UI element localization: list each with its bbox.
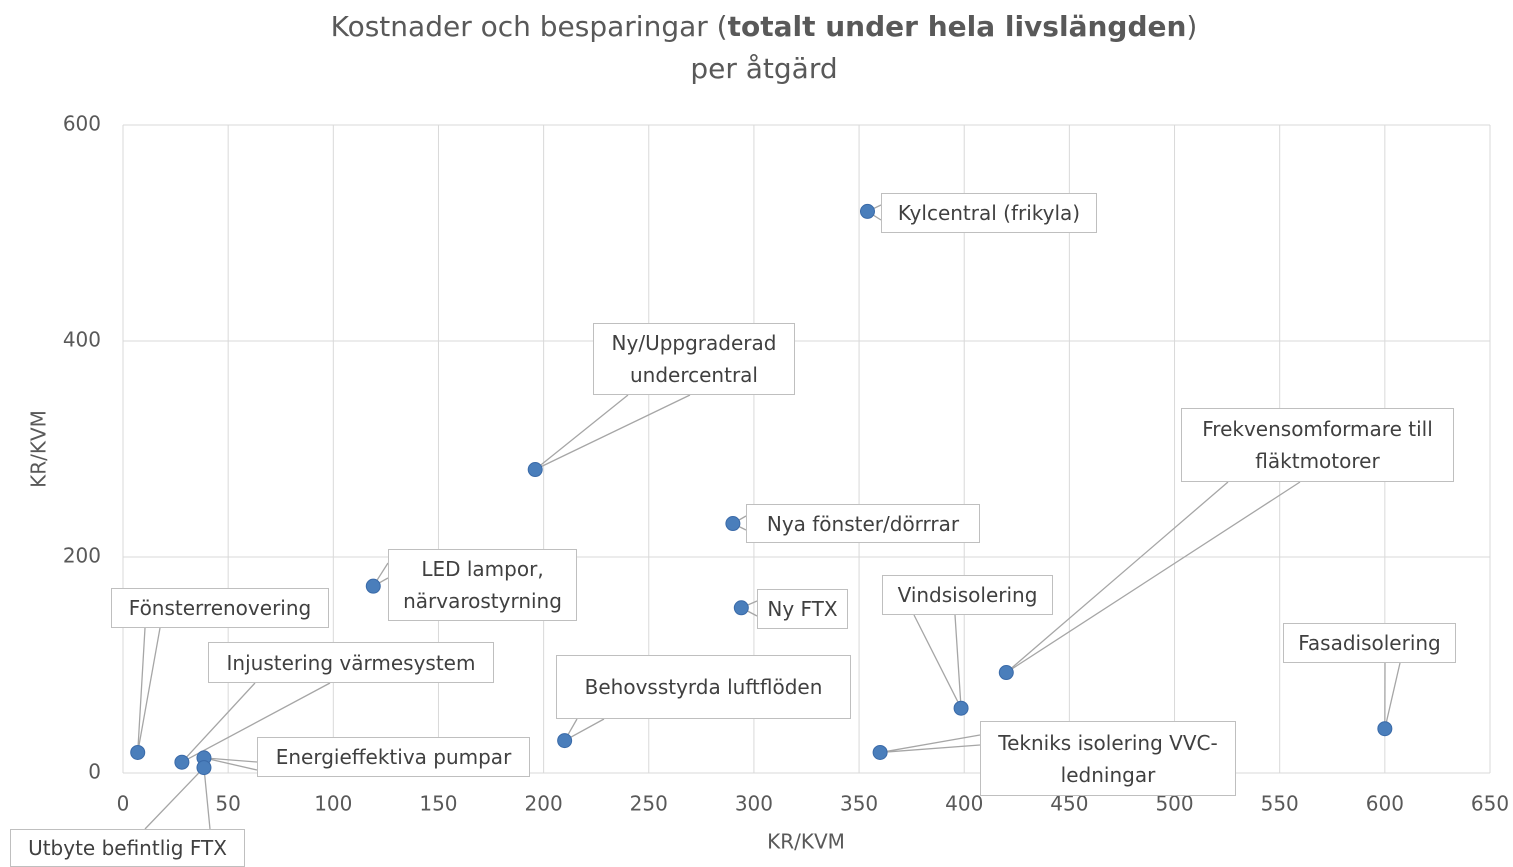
point (174, 754, 190, 770)
x-tick-label: 550 (1261, 792, 1299, 816)
data-label: Ny FTX (757, 589, 848, 629)
point (1377, 721, 1393, 737)
point (196, 760, 212, 776)
point (953, 700, 969, 716)
point (557, 733, 573, 749)
x-tick-label: 150 (419, 792, 457, 816)
data-label: Injustering värmesystem (208, 642, 494, 683)
x-axis-title: KR/KVM (767, 830, 845, 854)
data-label: Utbyte befintlig FTX (10, 829, 245, 867)
point (365, 578, 381, 594)
x-tick-label: 300 (735, 792, 773, 816)
x-tick-label: 100 (314, 792, 352, 816)
title-part: Kostnader och besparingar ( (331, 10, 728, 43)
data-label: Fasadisolering (1283, 623, 1456, 663)
y-tick-label: 200 (63, 544, 101, 568)
leader-line (879, 734, 981, 754)
point (998, 665, 1014, 681)
data-label: Nya fönster/dörrrar (746, 504, 980, 543)
data-label: Fönsterrenovering (111, 588, 329, 628)
leader-line (137, 627, 161, 753)
y-axis-title: KR/KVM (27, 410, 51, 488)
x-tick-label: 400 (945, 792, 983, 816)
data-label: Behovsstyrda luftflöden (556, 655, 851, 719)
data-label: Energieffektiva pumpar (257, 737, 530, 777)
chart-subtitle: per åtgärd (690, 52, 837, 85)
leader-line (534, 394, 691, 471)
x-tick-label: 650 (1471, 792, 1509, 816)
x-tick-label: 600 (1366, 792, 1404, 816)
data-label: Kylcentral (frikyla) (881, 193, 1097, 233)
point (130, 744, 146, 760)
data-label: Frekvensomformare till fläktmotorer (1181, 408, 1454, 482)
point (733, 600, 749, 616)
point (872, 744, 888, 760)
title-part: ) (1186, 10, 1197, 43)
y-tick-label: 400 (63, 328, 101, 352)
point (725, 516, 741, 532)
leader-line (203, 757, 258, 771)
leader-line (913, 614, 962, 709)
chart-title: Kostnader och besparingar (totalt under … (331, 10, 1198, 43)
data-label: Vindsisolering (882, 575, 1053, 615)
leader-line (1384, 662, 1401, 729)
data-label: LED lampor, närvarostyrning (388, 549, 577, 621)
point (859, 203, 875, 219)
x-tick-label: 0 (117, 792, 130, 816)
y-tick-label: 0 (88, 760, 101, 784)
x-tick-label: 250 (630, 792, 668, 816)
title-part: totalt under hela livslängden (728, 10, 1187, 43)
data-label: Tekniks isolering VVC-ledningar (980, 721, 1236, 796)
y-tick-label: 600 (63, 112, 101, 136)
x-tick-label: 350 (840, 792, 878, 816)
leader-line (144, 766, 211, 830)
point (527, 462, 543, 478)
data-label: Ny/Uppgraderad undercentral (593, 323, 795, 395)
x-tick-label: 50 (215, 792, 240, 816)
x-tick-label: 200 (525, 792, 563, 816)
